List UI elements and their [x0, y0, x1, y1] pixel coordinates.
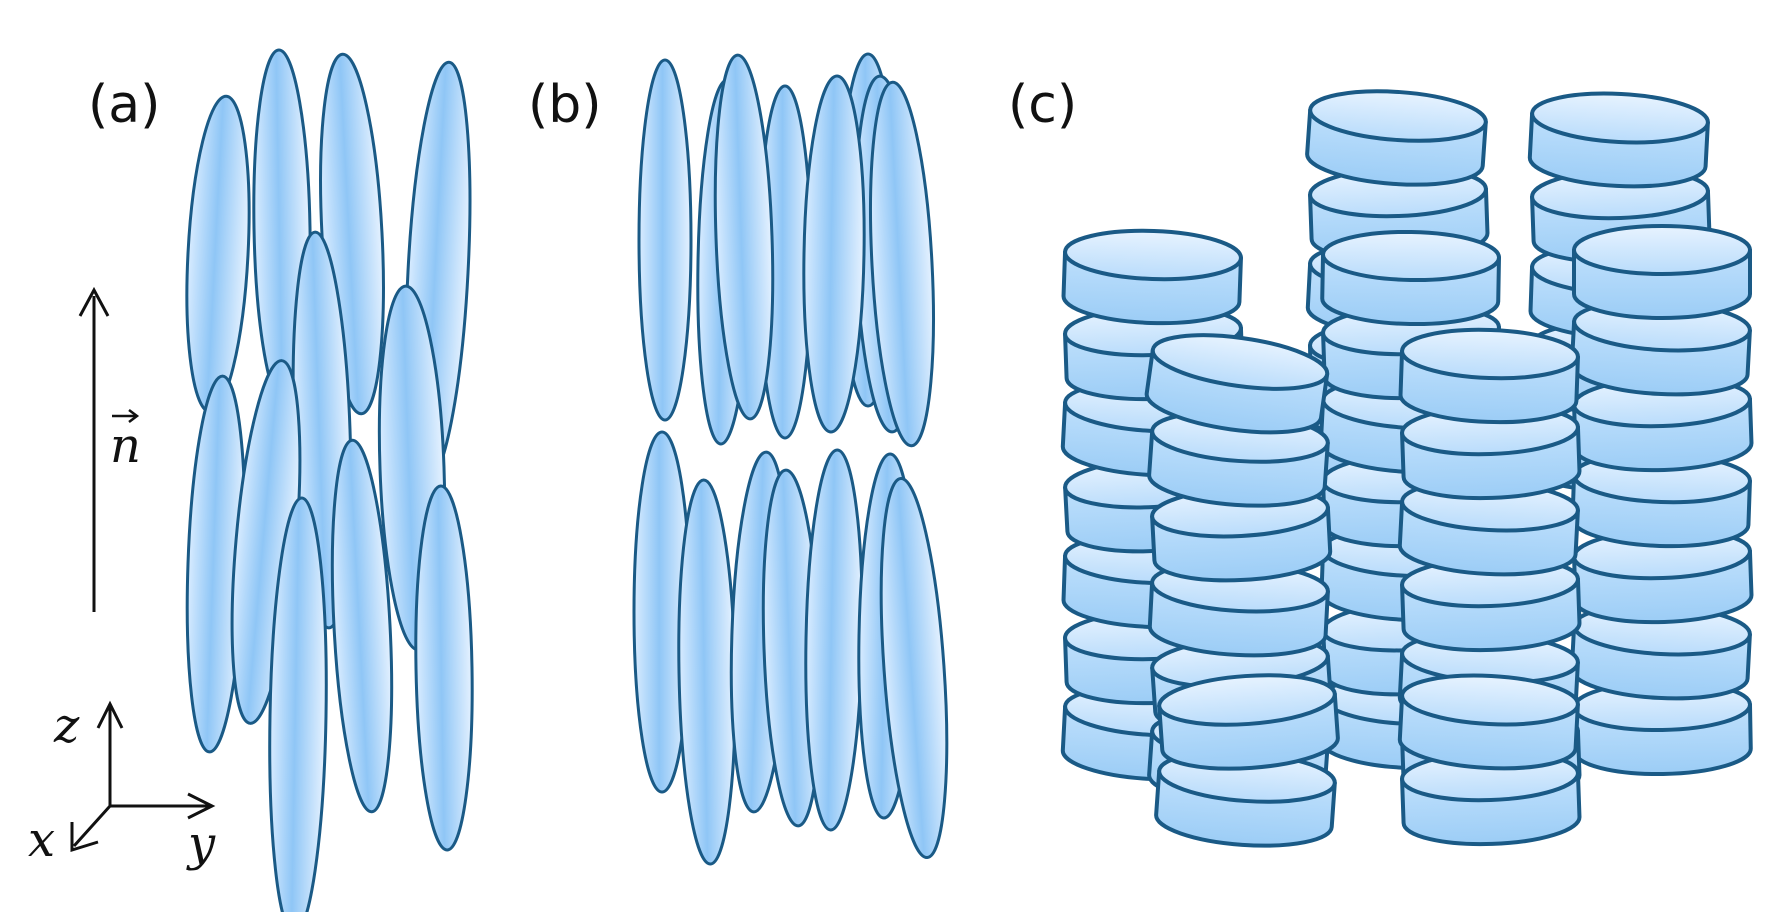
rod-molecule	[802, 74, 866, 434]
x-axis-label: x	[28, 812, 55, 868]
rod-molecule	[677, 478, 737, 866]
director-label: n	[110, 409, 141, 474]
disc-molecule	[1157, 673, 1340, 771]
panel-a-label: (a)	[88, 75, 160, 135]
rod-molecule	[869, 80, 935, 448]
nematic-rods-panel	[185, 48, 474, 912]
rod-molecule	[414, 484, 474, 852]
disc-molecule	[1061, 228, 1243, 326]
disc-molecule	[1305, 89, 1488, 187]
disc-molecule	[1572, 224, 1752, 320]
director-arrow	[78, 286, 110, 612]
disc-molecule	[1397, 673, 1580, 771]
smectic-rods-panel	[632, 52, 949, 866]
z-axis-label: z	[53, 698, 80, 754]
rod-molecule	[713, 53, 775, 421]
rod-molecule	[185, 94, 251, 414]
rod-molecule	[637, 58, 693, 422]
coordinate-axes	[70, 700, 216, 853]
disc-molecule	[1320, 229, 1501, 327]
rod-molecule	[804, 448, 864, 832]
y-axis-label: y	[186, 816, 216, 872]
disc-molecule	[1150, 485, 1333, 583]
panel-b-label: (b)	[528, 75, 602, 135]
columnar-discs-panel	[1060, 89, 1754, 848]
rod-molecule	[879, 476, 949, 860]
svg-text:n: n	[110, 418, 141, 474]
disc-molecule	[1144, 333, 1330, 435]
panel-c-label: (c)	[1008, 75, 1077, 135]
disc-molecule	[1398, 327, 1580, 425]
disc-molecule	[1527, 91, 1710, 189]
rod-molecule	[330, 438, 394, 814]
rod-molecule	[268, 496, 328, 912]
